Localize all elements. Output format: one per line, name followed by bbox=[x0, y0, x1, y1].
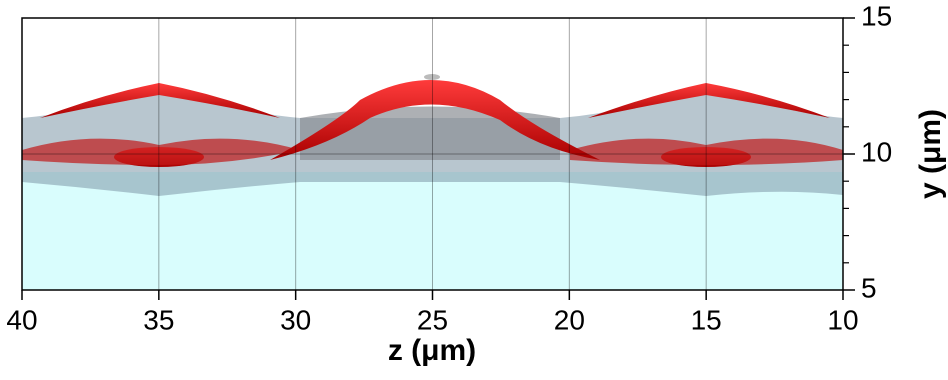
right-ring bbox=[570, 138, 843, 165]
y-tick-label: 10 bbox=[861, 136, 892, 167]
x-tick-label: 25 bbox=[417, 304, 448, 335]
render bbox=[22, 74, 843, 290]
center-arch bbox=[270, 80, 600, 160]
x-tick-label: 35 bbox=[143, 304, 174, 335]
left-ring bbox=[22, 138, 300, 165]
right-sheet bbox=[588, 83, 830, 118]
y-tick-label: 15 bbox=[861, 0, 892, 31]
x-tick-label: 30 bbox=[280, 304, 311, 335]
arch-top bbox=[424, 74, 440, 80]
x-tick-label: 40 bbox=[6, 304, 37, 335]
x-axis-label: z (μm) bbox=[388, 334, 476, 367]
y-tick-label: 5 bbox=[861, 272, 877, 303]
left-sheet bbox=[40, 83, 280, 118]
x-tick-label: 10 bbox=[827, 304, 858, 335]
x-tick-label: 20 bbox=[554, 304, 585, 335]
x-tick-label: 15 bbox=[691, 304, 722, 335]
y-axis-label: y (μm) bbox=[914, 109, 947, 199]
